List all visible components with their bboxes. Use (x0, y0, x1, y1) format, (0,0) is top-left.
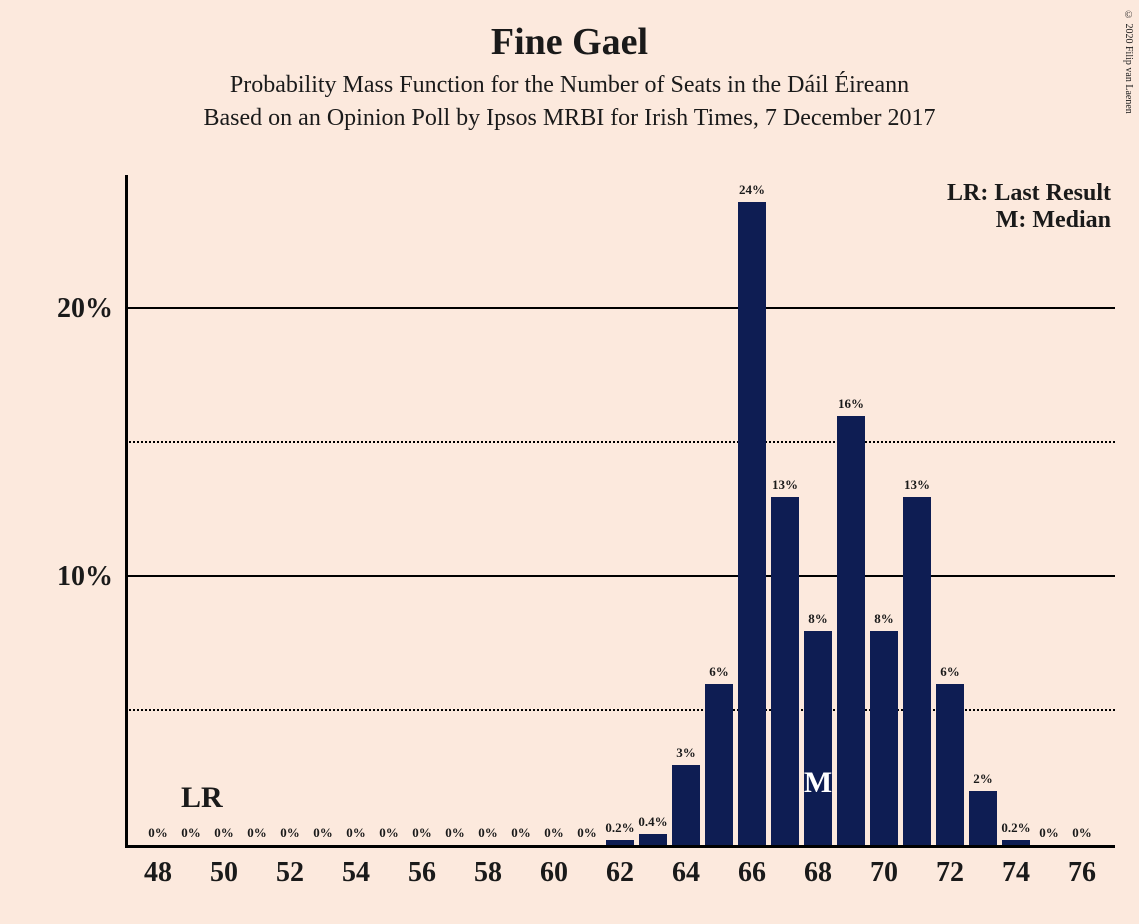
bar-value-label: 13% (772, 477, 798, 493)
bar: 16% (837, 416, 864, 845)
x-tick-label: 56 (408, 857, 436, 889)
bar-value-label: 13% (904, 477, 930, 493)
bar-value-label: 0% (379, 825, 399, 841)
bar-value-label: 0.2% (605, 820, 634, 836)
x-tick-label: 60 (540, 857, 568, 889)
bar-value-label: 0% (247, 825, 267, 841)
bar-value-label: 0% (148, 825, 168, 841)
bar-value-label: 0% (511, 825, 531, 841)
chart-container: © 2020 Filip van Laenen Fine Gael Probab… (0, 0, 1139, 924)
x-tick-label: 52 (276, 857, 304, 889)
bar: 2% (969, 791, 996, 845)
bar: 0.4% (639, 834, 666, 845)
bar: 13% (771, 497, 798, 845)
bar-value-label: 2% (973, 771, 993, 787)
grid-line (125, 307, 1115, 309)
x-tick-label: 58 (474, 857, 502, 889)
bar-value-label: 0% (1039, 825, 1059, 841)
x-tick-label: 70 (870, 857, 898, 889)
grid-line (125, 441, 1115, 443)
x-tick-label: 76 (1068, 857, 1096, 889)
x-tick-label: 64 (672, 857, 700, 889)
grid-line (125, 709, 1115, 711)
bar-value-label: 8% (874, 611, 894, 627)
bar-value-label: 6% (709, 664, 729, 680)
bar-value-label: 0% (577, 825, 597, 841)
bar: 6% (705, 684, 732, 845)
x-tick-label: 62 (606, 857, 634, 889)
bar-value-label: 0% (544, 825, 564, 841)
bar: 24% (738, 202, 765, 845)
bar-value-label: 0.2% (1001, 820, 1030, 836)
x-tick-label: 68 (804, 857, 832, 889)
bar: 3% (672, 765, 699, 845)
bar: 0.2% (1002, 840, 1029, 845)
chart-subtitle-2: Based on an Opinion Poll by Ipsos MRBI f… (0, 105, 1139, 132)
bar: 8% (804, 631, 831, 845)
bar-value-label: 6% (940, 664, 960, 680)
title-block: Fine Gael Probability Mass Function for … (0, 0, 1139, 132)
bar-value-label: 0.4% (638, 814, 667, 830)
bar-value-label: 0% (478, 825, 498, 841)
x-tick-label: 66 (738, 857, 766, 889)
chart-title: Fine Gael (0, 20, 1139, 64)
bar-value-label: 0% (346, 825, 366, 841)
bar-value-label: 0% (445, 825, 465, 841)
x-tick-label: 50 (210, 857, 238, 889)
bar-value-label: 0% (313, 825, 333, 841)
x-tick-label: 72 (936, 857, 964, 889)
grid-line (125, 575, 1115, 577)
y-tick-label: 10% (57, 561, 113, 593)
y-axis-line (125, 175, 128, 845)
bar-value-label: 8% (808, 611, 828, 627)
bar-value-label: 0% (181, 825, 201, 841)
x-tick-label: 74 (1002, 857, 1030, 889)
bar-value-label: 0% (1072, 825, 1092, 841)
bar-value-label: 0% (412, 825, 432, 841)
x-tick-label: 48 (144, 857, 172, 889)
bar: 0.2% (606, 840, 633, 845)
bar-value-label: 16% (838, 396, 864, 412)
bar-value-label: 0% (214, 825, 234, 841)
copyright-text: © 2020 Filip van Laenen (1123, 10, 1134, 114)
bar: 6% (936, 684, 963, 845)
chart-subtitle-1: Probability Mass Function for the Number… (0, 72, 1139, 99)
bar: 8% (870, 631, 897, 845)
bar-value-label: 3% (676, 745, 696, 761)
bar: 13% (903, 497, 930, 845)
x-axis-line (125, 845, 1115, 848)
lr-annotation: LR (181, 781, 223, 815)
m-annotation: M (804, 766, 832, 800)
bar-value-label: 0% (280, 825, 300, 841)
bar-value-label: 24% (739, 182, 765, 198)
plot-area: 10%20%4850525456586062646668707274760%0%… (125, 175, 1115, 845)
y-tick-label: 20% (57, 293, 113, 325)
x-tick-label: 54 (342, 857, 370, 889)
